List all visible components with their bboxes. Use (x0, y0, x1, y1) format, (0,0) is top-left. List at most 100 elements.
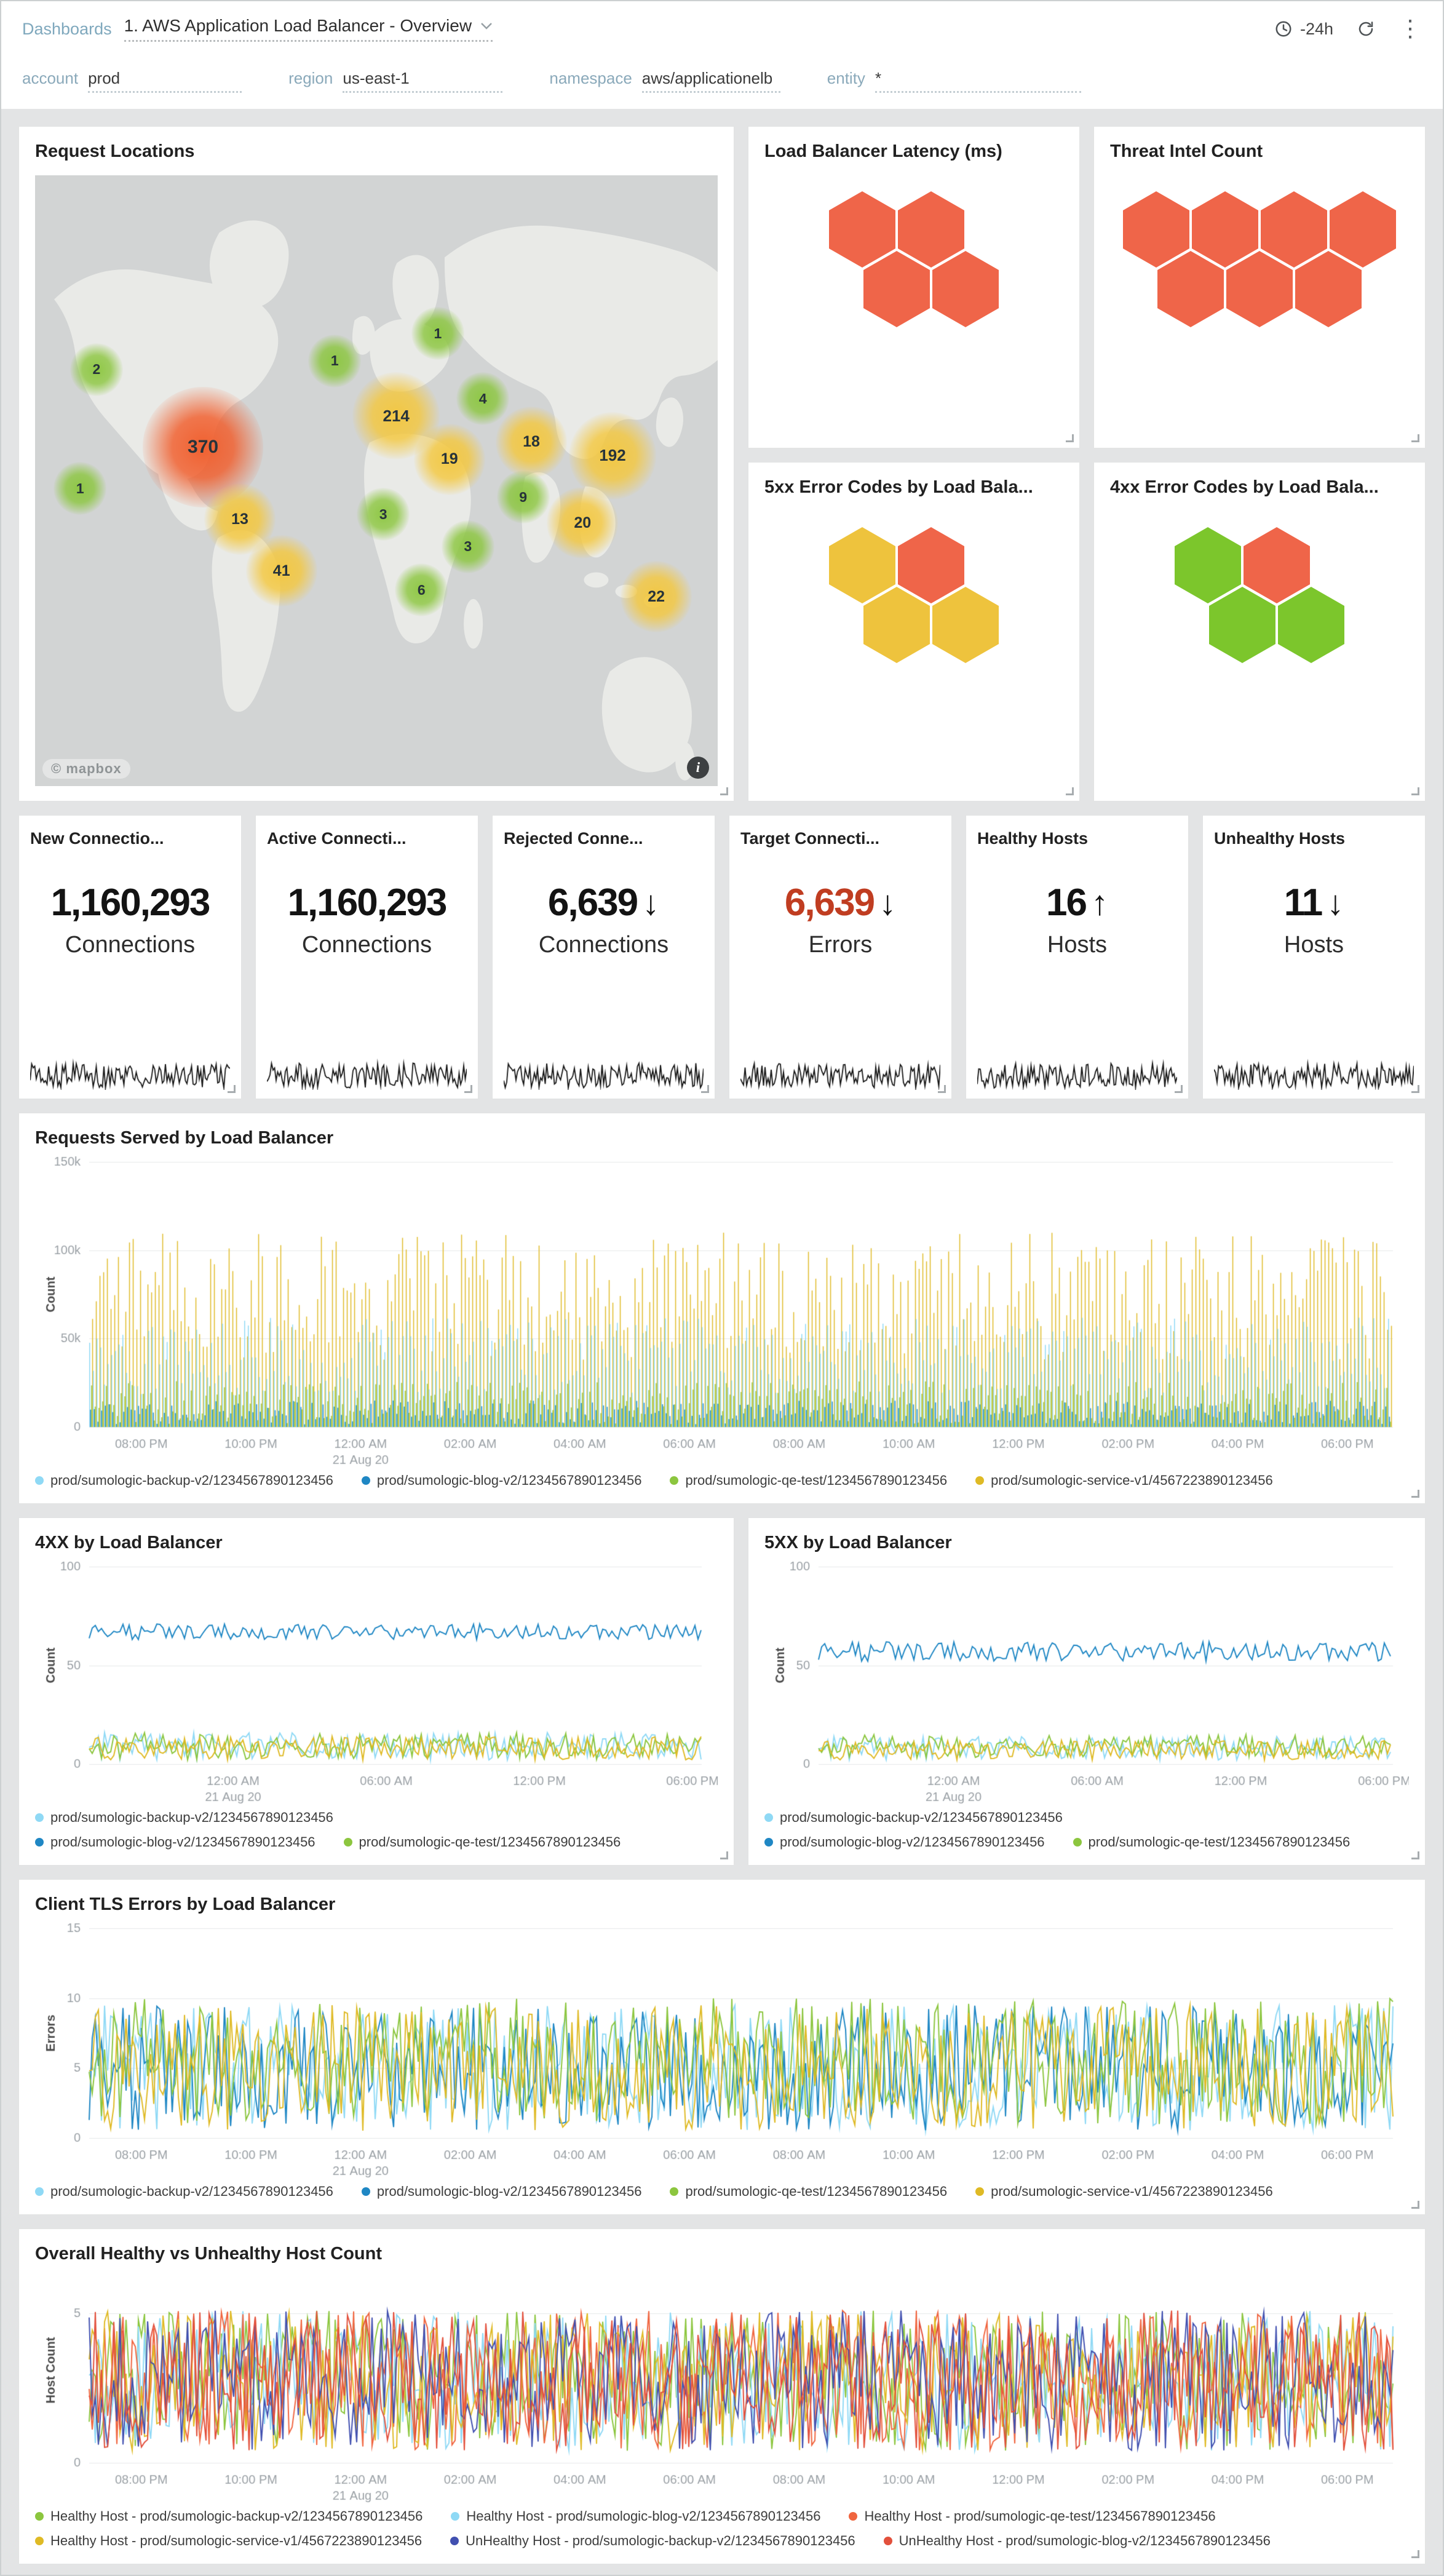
hexagon-cell[interactable] (1244, 527, 1310, 603)
dashboard-title-dropdown[interactable]: 1. AWS Application Load Balancer - Overv… (124, 16, 493, 42)
breadcrumb[interactable]: Dashboards (22, 19, 112, 38)
legend-item[interactable]: Healthy Host - prod/sumologic-qe-test/12… (849, 2508, 1216, 2524)
legend-item[interactable]: prod/sumologic-service-v1/45672238901234… (975, 2184, 1273, 2200)
filter-value-input[interactable]: * (875, 69, 1081, 93)
chart-canvas[interactable] (35, 1557, 718, 1805)
map-bubble[interactable]: 3 (441, 520, 494, 573)
panel-resize-handle[interactable] (464, 1085, 472, 1093)
map-bubble[interactable]: 3 (357, 488, 410, 541)
map-bubble[interactable]: 2 (69, 343, 123, 396)
filter-value-input[interactable]: aws/applicationelb (641, 69, 780, 93)
legend-label: prod/sumologic-qe-test/1234567890123456 (685, 1473, 948, 1488)
map-bubble[interactable]: 1 (54, 462, 107, 515)
map-bubble[interactable]: 4 (456, 372, 510, 426)
hexagon-cell[interactable] (1295, 251, 1362, 327)
hexagon-cell[interactable] (1157, 251, 1224, 327)
chart-canvas[interactable] (764, 1557, 1409, 1805)
hexagon-cell[interactable] (1175, 527, 1241, 603)
legend-item[interactable]: prod/sumologic-qe-test/1234567890123456 (670, 2184, 947, 2200)
mapbox-logo[interactable]: © mapbox (42, 759, 130, 779)
hexagon-cell[interactable] (932, 251, 999, 327)
app-header: Dashboards 1. AWS Application Load Balan… (1, 1, 1443, 57)
legend-item[interactable]: Healthy Host - prod/sumologic-backup-v2/… (35, 2508, 422, 2524)
map-bubble[interactable]: 41 (245, 535, 317, 607)
map-bubble[interactable]: 192 (569, 411, 657, 499)
time-range-button[interactable]: -24h (1274, 20, 1333, 39)
legend-item[interactable]: Healthy Host - prod/sumologic-service-v1… (35, 2533, 422, 2549)
panel-resize-handle[interactable] (1411, 787, 1419, 795)
legend-label: prod/sumologic-service-v1/45672238901234… (991, 2184, 1273, 2199)
panel-resize-handle[interactable] (1066, 434, 1074, 442)
legend-item[interactable]: Healthy Host - prod/sumologic-blog-v2/12… (451, 2508, 820, 2524)
panel-resize-handle[interactable] (1066, 787, 1074, 795)
legend-item[interactable]: prod/sumologic-blog-v2/1234567890123456 (764, 1834, 1045, 1850)
legend-label: prod/sumologic-blog-v2/1234567890123456 (50, 1834, 315, 1850)
panel-resize-handle[interactable] (1411, 1851, 1419, 1859)
panel-resize-handle[interactable] (1411, 1085, 1419, 1093)
legend-item[interactable]: prod/sumologic-qe-test/1234567890123456 (670, 1473, 947, 1489)
sparkline-chart[interactable] (504, 1058, 704, 1090)
panel-title: 5xx Error Codes by Load Bala... (764, 477, 1033, 497)
chart-canvas[interactable] (35, 1918, 1409, 2179)
filter-value-input[interactable]: prod (88, 69, 242, 93)
legend-item[interactable]: UnHealthy Host - prod/sumologic-blog-v2/… (883, 2533, 1271, 2549)
panel-resize-handle[interactable] (701, 1085, 709, 1093)
panel-resize-handle[interactable] (1411, 434, 1419, 442)
legend-item[interactable]: prod/sumologic-qe-test/1234567890123456 (343, 1834, 621, 1850)
legend-item[interactable]: prod/sumologic-qe-test/1234567890123456 (1073, 1834, 1350, 1850)
hexagon-cell[interactable] (932, 587, 999, 663)
legend-item[interactable]: prod/sumologic-blog-v2/1234567890123456 (361, 1473, 641, 1489)
panel-resize-handle[interactable] (938, 1085, 946, 1093)
map-bubble[interactable]: 1 (308, 334, 362, 388)
legend-item[interactable]: prod/sumologic-backup-v2/123456789012345… (35, 1473, 333, 1489)
hexagon-cell[interactable] (829, 527, 895, 603)
panel-resize-handle[interactable] (1411, 2201, 1419, 2209)
map-bubble[interactable]: 22 (621, 561, 692, 633)
legend-item[interactable]: prod/sumologic-backup-v2/123456789012345… (764, 1810, 1063, 1826)
time-range-label: -24h (1299, 19, 1333, 38)
map-bubble[interactable]: 18 (495, 406, 567, 478)
panel-resize-handle[interactable] (228, 1085, 236, 1093)
kebab-menu-icon[interactable]: ⋮ (1398, 16, 1422, 42)
sparkline-chart[interactable] (740, 1058, 940, 1090)
hexagon-cell[interactable] (1209, 587, 1275, 663)
legend-item[interactable]: prod/sumologic-service-v1/45672238901234… (975, 1473, 1273, 1489)
panel-resize-handle[interactable] (1411, 2550, 1419, 2558)
map-bubble[interactable]: 9 (496, 471, 550, 524)
refresh-icon[interactable] (1357, 20, 1375, 38)
panel-resize-handle[interactable] (1175, 1085, 1183, 1093)
hexagon-cell[interactable] (863, 587, 930, 663)
panel-title: 5XX by Load Balancer (764, 1533, 952, 1552)
map-info-icon[interactable]: i (687, 757, 709, 779)
legend-dot-icon (764, 1813, 773, 1822)
map-bubble[interactable]: 1 (411, 307, 464, 360)
legend-label: prod/sumologic-service-v1/45672238901234… (991, 1473, 1273, 1488)
sparkline-chart[interactable] (977, 1058, 1177, 1090)
panel-resize-handle[interactable] (1411, 1490, 1419, 1498)
chart-canvas[interactable] (35, 2268, 1409, 2503)
chart-canvas[interactable] (35, 1152, 1409, 1468)
sparkline-chart[interactable] (267, 1058, 467, 1090)
panel-client-tls-errors: Client TLS Errors by Load Balancer prod/… (18, 1879, 1426, 2215)
legend-item[interactable]: prod/sumologic-blog-v2/1234567890123456 (361, 2184, 641, 2200)
map-bubble[interactable]: 20 (547, 487, 619, 559)
panel-resize-handle[interactable] (720, 787, 728, 795)
map-bubble[interactable]: 19 (413, 423, 485, 495)
panel-resize-handle[interactable] (720, 1851, 728, 1859)
hexagon-cell[interactable] (898, 527, 964, 603)
sparkline-chart[interactable] (1214, 1058, 1414, 1090)
legend-label: prod/sumologic-backup-v2/123456789012345… (780, 1810, 1063, 1825)
legend-item[interactable]: prod/sumologic-backup-v2/123456789012345… (35, 1810, 333, 1826)
world-map[interactable]: © mapbox i 2 1 370 13 41 1 214 19 3 6 3 1 4 18 9 20 192 2… (35, 175, 718, 786)
legend-item[interactable]: UnHealthy Host - prod/sumologic-backup-v… (450, 2533, 855, 2549)
hexagon-cell[interactable] (1226, 251, 1293, 327)
legend-item[interactable]: prod/sumologic-blog-v2/1234567890123456 (35, 1834, 315, 1850)
legend-item[interactable]: prod/sumologic-backup-v2/123456789012345… (35, 2184, 333, 2200)
hexagon-cell[interactable] (1278, 587, 1344, 663)
legend-label: prod/sumologic-backup-v2/123456789012345… (50, 1473, 333, 1488)
legend-dot-icon (343, 1838, 352, 1847)
sparkline-chart[interactable] (30, 1058, 230, 1090)
map-bubble[interactable]: 6 (395, 563, 448, 617)
hexagon-cell[interactable] (863, 251, 930, 327)
filter-value-input[interactable]: us-east-1 (343, 69, 503, 93)
